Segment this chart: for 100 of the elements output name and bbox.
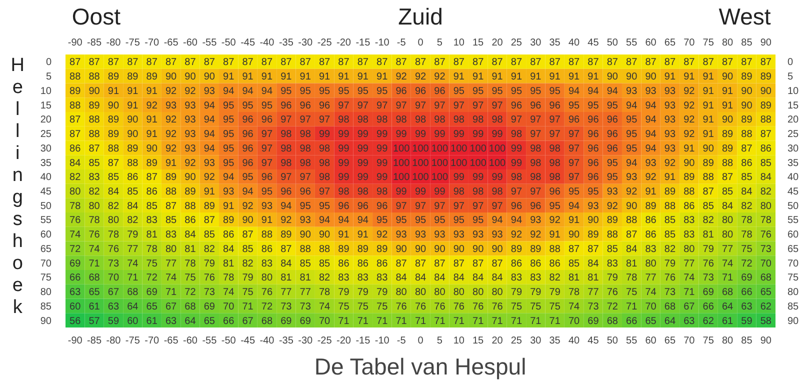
y-tick-label: 55 (788, 215, 800, 226)
data-label: 94 (492, 215, 504, 226)
data-label: 85 (664, 215, 676, 226)
data-label: 65 (146, 301, 158, 312)
data-label: 91 (664, 72, 676, 83)
x-tick-label: 75 (702, 336, 714, 346)
data-label: 100 (392, 172, 410, 184)
data-label: 91 (223, 200, 235, 212)
y-tick-label: 25 (788, 129, 800, 140)
x-tick-label: -55 (202, 336, 218, 346)
data-label: 84 (741, 186, 753, 198)
data-label: 98 (530, 172, 542, 184)
y2-tick-label: 40 (40, 172, 52, 184)
data-label: 98 (510, 129, 522, 140)
y2-tick-label: 25 (40, 129, 52, 140)
data-label: 90 (645, 72, 657, 83)
x-tick-label: 10 (453, 336, 465, 346)
data-label: 71 (510, 316, 522, 327)
data-label: 96 (549, 186, 561, 198)
data-label: 90 (108, 100, 120, 112)
data-label: 96 (280, 186, 292, 198)
data-label: 87 (280, 244, 292, 255)
data-label: 69 (204, 301, 216, 312)
data-label: 87 (242, 230, 254, 241)
data-label: 89 (108, 129, 120, 140)
data-label: 86 (760, 143, 772, 154)
data-label: 85 (568, 258, 580, 270)
data-label: 100 (431, 172, 448, 184)
data-label: 82 (70, 172, 82, 184)
data-label: 89 (588, 230, 600, 241)
x-tick-label: -60 (183, 336, 198, 346)
data-label: 95 (242, 100, 254, 112)
y2-tick-label: 50 (40, 200, 52, 212)
data-label: 95 (223, 129, 235, 140)
data-label: 92 (204, 172, 216, 184)
x-tick-label: -5 (396, 336, 406, 346)
data-label: 68 (184, 301, 196, 312)
category-label: -80 (106, 38, 121, 48)
data-label: 95 (223, 143, 235, 154)
data-label: 97 (568, 143, 580, 154)
data-label: 91 (702, 129, 714, 140)
data-label: 95 (568, 186, 580, 198)
data-label: 79 (702, 244, 714, 255)
data-label: 100 (431, 143, 448, 154)
data-label: 97 (492, 200, 504, 212)
data-label: 96 (242, 129, 254, 140)
data-label: 86 (70, 143, 82, 154)
data-label: 73 (300, 301, 312, 312)
category-label: 70 (684, 38, 695, 48)
data-label: 92 (645, 172, 657, 184)
data-label: 86 (127, 172, 139, 184)
data-label: 80 (645, 258, 657, 270)
data-label: 98 (414, 114, 426, 126)
data-label: 65 (760, 287, 772, 298)
data-label: 75 (549, 301, 561, 312)
data-label: 97 (300, 114, 312, 126)
data-label: 95 (414, 215, 426, 226)
data-label: 87 (108, 158, 120, 169)
data-label: 82 (702, 215, 714, 226)
data-label: 100 (412, 143, 430, 154)
data-label: 81 (588, 272, 600, 284)
data-label: 89 (664, 186, 676, 198)
data-label: 80 (453, 287, 465, 298)
data-label: 88 (702, 172, 714, 184)
data-label: 87 (453, 57, 465, 68)
data-label: 89 (146, 72, 158, 83)
data-label: 95 (492, 86, 504, 97)
data-label: 88 (70, 72, 82, 83)
y-tick-label: 60 (788, 230, 800, 241)
data-label: 77 (280, 287, 292, 298)
data-label: 99 (357, 143, 369, 154)
data-label: 65 (204, 316, 216, 327)
data-label: 80 (414, 287, 426, 298)
data-label: 84 (396, 272, 408, 284)
data-label: 83 (357, 272, 369, 284)
data-label: 90 (434, 244, 446, 255)
data-label: 89 (741, 114, 753, 126)
data-label: 73 (760, 244, 772, 255)
data-label: 88 (88, 114, 100, 126)
data-label: 77 (588, 287, 600, 298)
data-label: 90 (606, 72, 618, 83)
y2-tick-label: 80 (40, 287, 52, 298)
x-tick-label: 90 (760, 336, 772, 346)
data-label: 71 (549, 316, 561, 327)
data-label: 91 (127, 100, 139, 112)
data-label: 79 (530, 287, 542, 298)
data-label: 97 (318, 114, 331, 126)
data-label: 96 (242, 143, 254, 154)
data-label: 86 (645, 230, 657, 241)
data-label: 87 (70, 114, 82, 126)
data-label: 87 (588, 244, 600, 255)
x-tick-label: 30 (530, 336, 542, 346)
data-label: 99 (492, 172, 504, 184)
data-label: 92 (530, 230, 542, 241)
data-label: 75 (357, 301, 369, 312)
y2-tick-label: 15 (40, 100, 52, 112)
data-label: 97 (568, 172, 580, 184)
data-label: 94 (588, 86, 600, 97)
data-label: 90 (204, 72, 216, 83)
data-label: 98 (434, 114, 446, 126)
